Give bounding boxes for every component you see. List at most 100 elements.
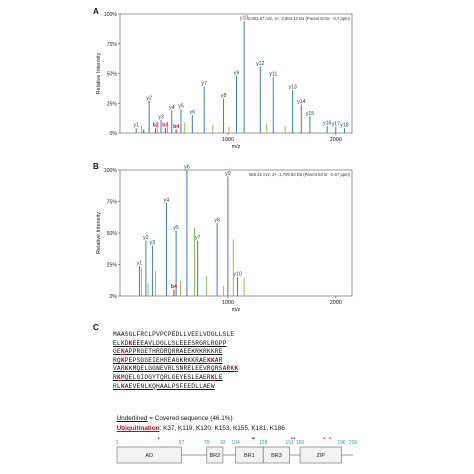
spectrum-a-peak-label: y16 <box>323 120 331 126</box>
spectrum-a-header: 2,803.67 m/z, 2+, 2,804.12 Da (Parent Er… <box>248 16 351 21</box>
spectrum-a-peak-label: y10 <box>240 16 248 22</box>
underlined-label: Underlined <box>116 415 148 422</box>
sequence-line: GEKAPPRGETHRDRQRRAEEKRKRKKRE <box>113 348 223 355</box>
sequence-segment: MAASGLFRCLPVPCPEDLLVEELVDGLLSLE <box>113 331 235 338</box>
domain-label: BR2 <box>210 453 221 459</box>
sequence-line: VARKKMQELGGNEVRLSNRELEEVRQRSARKK <box>113 365 238 372</box>
domain-box <box>299 446 342 464</box>
sequence-segment: R <box>113 374 117 381</box>
domain-box <box>206 446 224 464</box>
spectrum-b-ytick-label: 100% <box>104 168 118 174</box>
ubiquitinated-lysine: K <box>210 374 215 381</box>
ubiquitination-note: Ubiquitination: K37, K119, K120, K153, K… <box>113 418 285 432</box>
sequence-segment: AR <box>214 356 223 364</box>
spectrum-a-peak-label: y11 <box>269 72 277 78</box>
domain-label: BR1 <box>244 453 255 459</box>
domain-residue-tick: 151 <box>286 440 295 446</box>
ubiquitinated-lysine: K <box>128 339 133 347</box>
spectrum-a-ytick-label: 25% <box>107 101 118 107</box>
spectrum-a-peak-label: y13 <box>288 85 296 91</box>
spectrum-a-peak-label: y5 <box>178 104 184 110</box>
panel-b-label: B <box>93 162 99 171</box>
domain-residue-tick: 196 <box>337 440 346 446</box>
spectrum-a-xtick-label: 1000 <box>222 137 234 143</box>
domain-residue-tick: 93 <box>220 440 226 446</box>
sequence-segment: VAR <box>113 365 125 373</box>
panel-a-label: A <box>93 7 99 16</box>
sequence-segment: RQ <box>113 356 121 364</box>
sequence-segment: RL <box>113 382 121 390</box>
spectrum-b-xlabel: m/z <box>232 307 241 313</box>
sequence-segment: EEEAVLDGLLSLEEESRGRLRGPP <box>132 339 227 347</box>
spectrum-b-peak-label: y2 <box>143 235 149 241</box>
spectrum-a-peak-label: y6 <box>190 110 196 116</box>
ubiquitination-marker-icon: • <box>293 436 296 442</box>
domain-label: AD <box>145 453 153 459</box>
spectrum-b-xtick-label: 1000 <box>222 300 234 306</box>
covered-text: = Covered sequence (46.1%) <box>147 415 233 422</box>
ubiquitinated-lysine: K <box>124 365 129 373</box>
spectrum-a-ytick-label: 100% <box>104 12 118 18</box>
domain-box <box>116 446 182 464</box>
spectrum-b-peak-label: y7 <box>195 235 201 241</box>
spectrum-a-peak-label: y14 <box>297 99 305 105</box>
domain-residue-tick: 206 <box>349 440 358 446</box>
domain-residue-tick: 160 <box>296 440 305 446</box>
spectrum-b-peak-label: y5 <box>173 225 179 231</box>
sequence-segment: PEPSGGEIEHREAGKRKKRAE <box>124 356 207 364</box>
ubiquitinated-lysine: K <box>206 356 211 364</box>
spectrum-a-peak-label: y8 <box>221 93 227 99</box>
spectrum-a-peak-label: y2 <box>146 95 152 101</box>
ubiquitinated-lysine: K <box>210 356 215 364</box>
spectrum-b-ytick-label: 50% <box>107 231 118 237</box>
sequence-segment: MQELGIDGYTQRLGEYESLEAER <box>120 374 211 381</box>
sequence-segment: KMQELGGNEVRLSNRELEEVRQRSARK <box>128 365 235 373</box>
domain-label: BR3 <box>271 453 282 459</box>
spectrum-a-peak-label: y3 <box>158 114 164 120</box>
ubiquitination-marker-icon: • <box>328 436 331 442</box>
sequence-line: RKMQELGIDGYTQRLGEYESLEAERKLE <box>113 374 223 381</box>
spectrum-a-peak-label: y18 <box>340 123 348 129</box>
spectrum-b-header: 855.42 m/z, 2+, 1,709.83 Da (Parent Erro… <box>249 172 351 177</box>
domain-label: ZIP <box>316 453 325 459</box>
ubiquitination-marker-icon: • <box>291 436 294 442</box>
spectrum-a-peak-label: b4 <box>173 124 179 130</box>
spectrum-a-peak-label: b2 <box>153 123 159 129</box>
domain-residue-tick: 79 <box>204 440 210 446</box>
spectrum-b-peak-label: y10 <box>233 272 241 278</box>
ubiquitinated-lysine: K <box>120 382 125 390</box>
spectrum-a-ytick-label: 75% <box>107 42 118 48</box>
spectrum-b-ylabel: Relative Intensity <box>96 212 102 254</box>
spectrum-b-peak-label: y9 <box>225 171 231 177</box>
spectrum-b-peak-label: y4 <box>164 197 170 203</box>
sequence-segment: APPRGETHRDRQRRAEEKRKRKKRE <box>124 348 223 356</box>
domain-residue-tick: 1 <box>116 440 119 446</box>
ubiquitination-label: Ubiquitination <box>116 425 160 432</box>
spectrum-b-peak-label: y1 <box>137 260 143 266</box>
spectrum-b-ytick-label: 0% <box>110 294 118 300</box>
ubiquitinated-lysine: K <box>120 348 125 356</box>
sequence-segment: AEVENLKQHAALPSFEEDLLAEW <box>124 382 215 390</box>
domain-residue-tick: 128 <box>259 440 268 446</box>
spectrum-b-peak-label: y3 <box>150 240 156 246</box>
spectrum-b-peak-label: b4 <box>171 284 177 290</box>
sequence-segment: LE <box>214 374 223 381</box>
domain-box <box>262 446 290 464</box>
panel-c-label: C <box>93 323 99 332</box>
spectrum-b-ytick-label: 75% <box>107 200 118 206</box>
spectrum-b-xtick-label: 2000 <box>330 300 342 306</box>
spectrum-a-peak-label: y1 <box>133 123 139 129</box>
ubiquitination-marker-icon: • <box>157 436 160 442</box>
spectrum-a-peak-label: y17 <box>332 122 340 128</box>
ubiquitinated-lysine: K <box>116 374 121 381</box>
spectrum-a-xlabel: m/z <box>232 144 241 150</box>
sequence-segment: ELKD <box>113 339 129 347</box>
spectrum-a-xtick-label: 2000 <box>330 137 342 143</box>
spectrum-b-peak-label: y8 <box>214 217 220 223</box>
coverage-note: Underlined = Covered sequence (46.1%) <box>113 408 233 422</box>
domain-residue-tick: 104 <box>231 440 240 446</box>
ubiquitinated-lysine: K <box>234 365 239 373</box>
spectrum-a-ytick-label: 50% <box>107 72 118 78</box>
spectrum-a-peak-label: y12 <box>256 61 264 67</box>
